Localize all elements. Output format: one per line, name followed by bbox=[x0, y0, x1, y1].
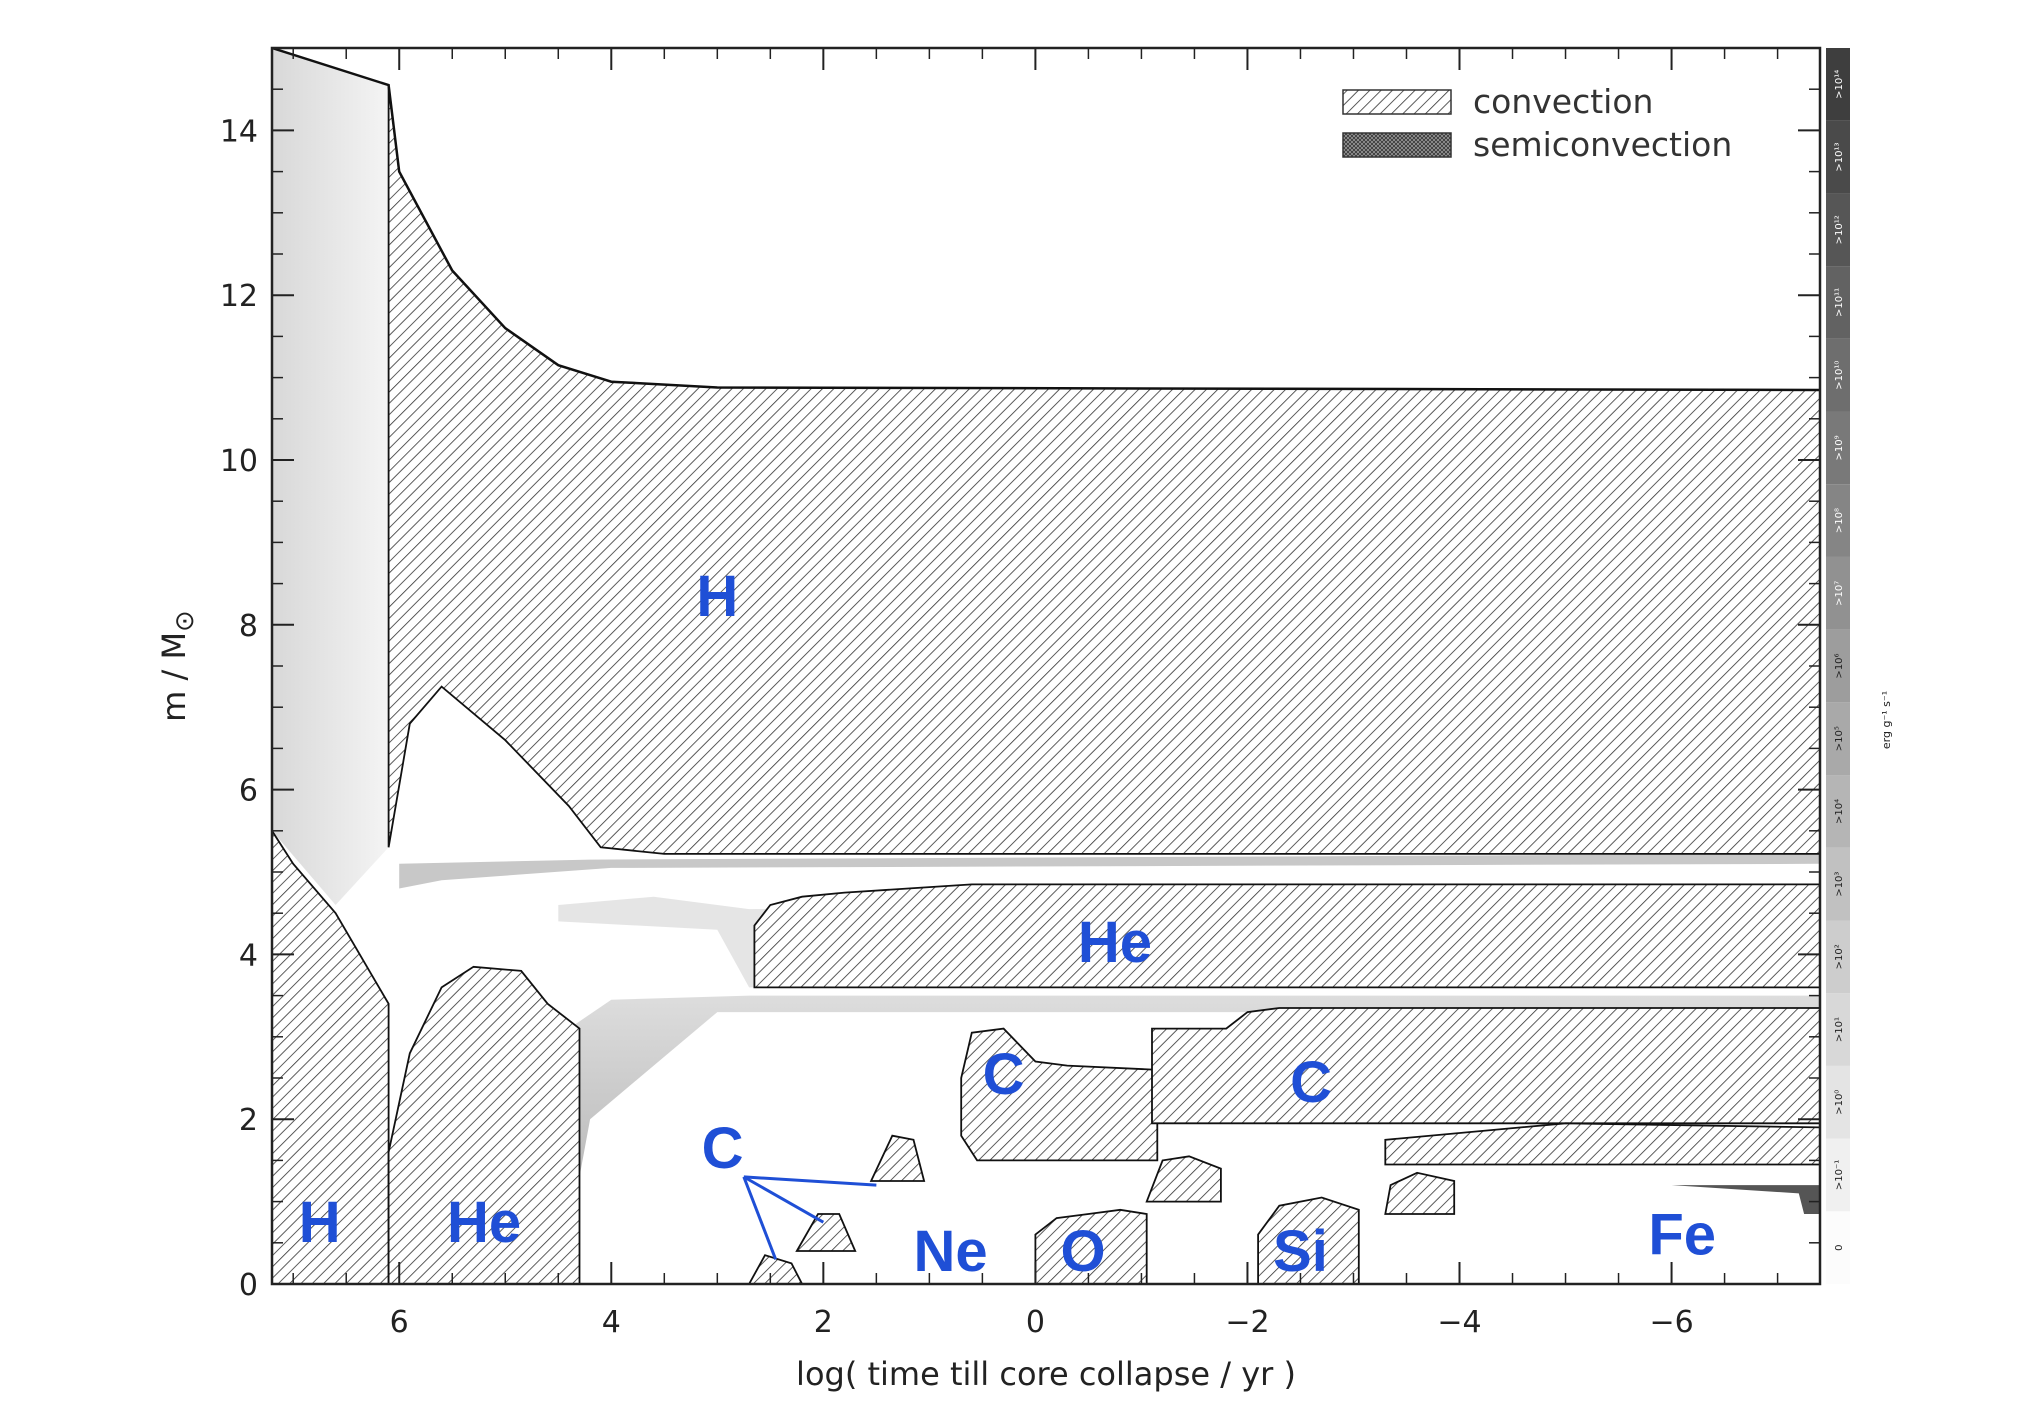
colorbar-level-label: >10⁶ bbox=[1834, 653, 1845, 678]
stage-label-ne: Ne bbox=[913, 1219, 987, 1284]
convective-zone-c-13 bbox=[1384, 1122, 1820, 1166]
he-shell-shading bbox=[568, 995, 1820, 1177]
x-tick-label: 6 bbox=[390, 1305, 409, 1340]
legend-swatch-convection bbox=[1342, 89, 1452, 115]
carbon-pointer-lines bbox=[742, 1175, 877, 1260]
y-axis-title-text: m / M bbox=[155, 632, 193, 722]
colorbar-level-label: >10³ bbox=[1834, 872, 1845, 897]
colorbar: 0 >10⁻¹ >10⁰ >10¹ >10² >10³ >10⁴ >10⁵ >10⁶ >10⁷ >1… bbox=[1826, 48, 1850, 1284]
convective-zone-c-12 bbox=[1384, 1171, 1456, 1215]
convective-zones bbox=[272, 84, 1820, 1284]
y-tick-label: 14 bbox=[220, 114, 258, 149]
y-axis-title-group: m / M⊙ bbox=[155, 610, 200, 722]
colorbar-unit: erg g⁻¹ s⁻¹ bbox=[1880, 691, 1893, 749]
stage-label-h: H bbox=[696, 564, 738, 629]
y-tick-label: 2 bbox=[239, 1103, 258, 1138]
stage-label-he: He bbox=[447, 1190, 521, 1255]
colorbar-swatch bbox=[1826, 338, 1850, 412]
y-tick-label: 4 bbox=[239, 938, 258, 973]
plot-area: 6 4 2 0 −2 −4 −6 0 2 4 6 8 10 12 14 bbox=[220, 46, 1822, 1340]
colorbar-swatch bbox=[1826, 1065, 1850, 1139]
convective-zone-c-6 bbox=[869, 1134, 926, 1182]
colorbar-level-label: >10¹⁰ bbox=[1834, 361, 1845, 390]
y-tick-label: 12 bbox=[220, 279, 258, 314]
colorbar-swatch bbox=[1826, 629, 1850, 703]
colorbar-level-label: >10⁹ bbox=[1834, 435, 1845, 460]
convective-zone-c-10 bbox=[1145, 1155, 1222, 1203]
y-tick-label: 0 bbox=[239, 1268, 258, 1303]
h-envelope-shading bbox=[272, 48, 389, 905]
colorbar-level-label: >10¹ bbox=[1834, 1017, 1845, 1042]
colorbar-swatch bbox=[1826, 1211, 1850, 1284]
stage-label-o: O bbox=[1061, 1219, 1106, 1284]
legend-swatch-semiconvection bbox=[1342, 132, 1452, 158]
y-axis-title: m / M⊙ bbox=[155, 610, 200, 722]
colorbar-swatch bbox=[1826, 847, 1850, 921]
convective-zone-he-3 bbox=[753, 883, 1820, 989]
x-tick-label: −4 bbox=[1437, 1305, 1481, 1340]
convective-zone-si-11 bbox=[1257, 1196, 1360, 1284]
y-tick-label: 10 bbox=[220, 444, 258, 479]
x-tick-label: 2 bbox=[814, 1305, 833, 1340]
colorbar-swatch bbox=[1826, 266, 1850, 339]
colorbar-swatch bbox=[1826, 120, 1850, 194]
colorbar-swatch bbox=[1826, 411, 1850, 485]
legend-label-semiconvection: semiconvection bbox=[1473, 125, 1732, 164]
colorbar-level-label: 0 bbox=[1834, 1244, 1845, 1250]
convective-zone-he-2 bbox=[387, 965, 581, 1284]
c-pointer-line bbox=[742, 1176, 778, 1260]
convective-zone-c-8 bbox=[1151, 1007, 1820, 1125]
legend: convection semiconvection bbox=[1342, 82, 1732, 164]
stage-label-h: H bbox=[299, 1190, 341, 1255]
colorbar-level-label: >10¹² bbox=[1834, 215, 1845, 244]
stage-label-c: C bbox=[1290, 1050, 1332, 1115]
c-pointer-line bbox=[743, 1175, 877, 1187]
convective-zone-c-5 bbox=[795, 1213, 857, 1252]
y-axis-ticks: 0 2 4 6 8 10 12 14 bbox=[220, 88, 1820, 1303]
colorbar-swatch bbox=[1826, 193, 1850, 267]
burning-stage-labels: H He H He C C C Ne O Si Fe bbox=[299, 564, 1716, 1284]
colorbar-swatch bbox=[1826, 775, 1850, 848]
colorbar-level-label: >10⁴ bbox=[1834, 799, 1845, 824]
colorbar-level-label: >10⁰ bbox=[1834, 1090, 1845, 1115]
colorbar-swatch bbox=[1826, 556, 1850, 630]
colorbar-level-label: >10¹¹ bbox=[1834, 288, 1845, 317]
y-tick-label: 6 bbox=[239, 774, 258, 809]
fe-core-shading bbox=[1671, 1185, 1820, 1214]
colorbar-swatch bbox=[1826, 48, 1850, 121]
colorbar-swatch bbox=[1826, 920, 1850, 994]
convective-zone-o-9 bbox=[1034, 1208, 1148, 1284]
x-tick-label: 0 bbox=[1026, 1305, 1045, 1340]
x-axis-title: log( time till core collapse / yr ) bbox=[796, 1355, 1296, 1393]
stage-label-fe: Fe bbox=[1648, 1203, 1716, 1268]
x-tick-label: −6 bbox=[1649, 1305, 1693, 1340]
convective-zone-c-4 bbox=[748, 1254, 804, 1284]
colorbar-swatch bbox=[1826, 1138, 1850, 1212]
stage-label-he: He bbox=[1078, 910, 1152, 975]
stage-label-c: C bbox=[702, 1116, 744, 1181]
stellar-mass-boundary bbox=[272, 48, 1820, 392]
colorbar-level-label: >10⁵ bbox=[1834, 726, 1845, 751]
colorbar-swatch bbox=[1826, 993, 1850, 1066]
legend-label-convection: convection bbox=[1473, 82, 1653, 121]
convective-zone-h-0 bbox=[272, 829, 390, 1284]
colorbar-level-label: >10¹³ bbox=[1834, 142, 1845, 171]
stage-label-si: Si bbox=[1273, 1219, 1328, 1284]
colorbar-level-label: >10⁸ bbox=[1834, 508, 1845, 533]
y-tick-label: 8 bbox=[239, 609, 258, 644]
colorbar-swatch bbox=[1826, 484, 1850, 557]
x-axis-ticks: 6 4 2 0 −2 −4 −6 bbox=[292, 48, 1779, 1340]
c-pointer-line bbox=[743, 1175, 825, 1224]
x-tick-label: −2 bbox=[1225, 1305, 1269, 1340]
colorbar-level-label: >10² bbox=[1834, 944, 1845, 969]
colorbar-level-label: >10⁻¹ bbox=[1834, 1160, 1845, 1190]
x-tick-label: 4 bbox=[602, 1305, 621, 1340]
h-shell-shading bbox=[399, 853, 1820, 889]
solar-symbol: ⊙ bbox=[170, 610, 200, 632]
colorbar-swatch bbox=[1826, 702, 1850, 776]
colorbar-level-label: >10⁷ bbox=[1834, 581, 1845, 606]
colorbar-level-label: >10¹⁴ bbox=[1834, 70, 1845, 99]
stage-label-c: C bbox=[983, 1042, 1025, 1107]
